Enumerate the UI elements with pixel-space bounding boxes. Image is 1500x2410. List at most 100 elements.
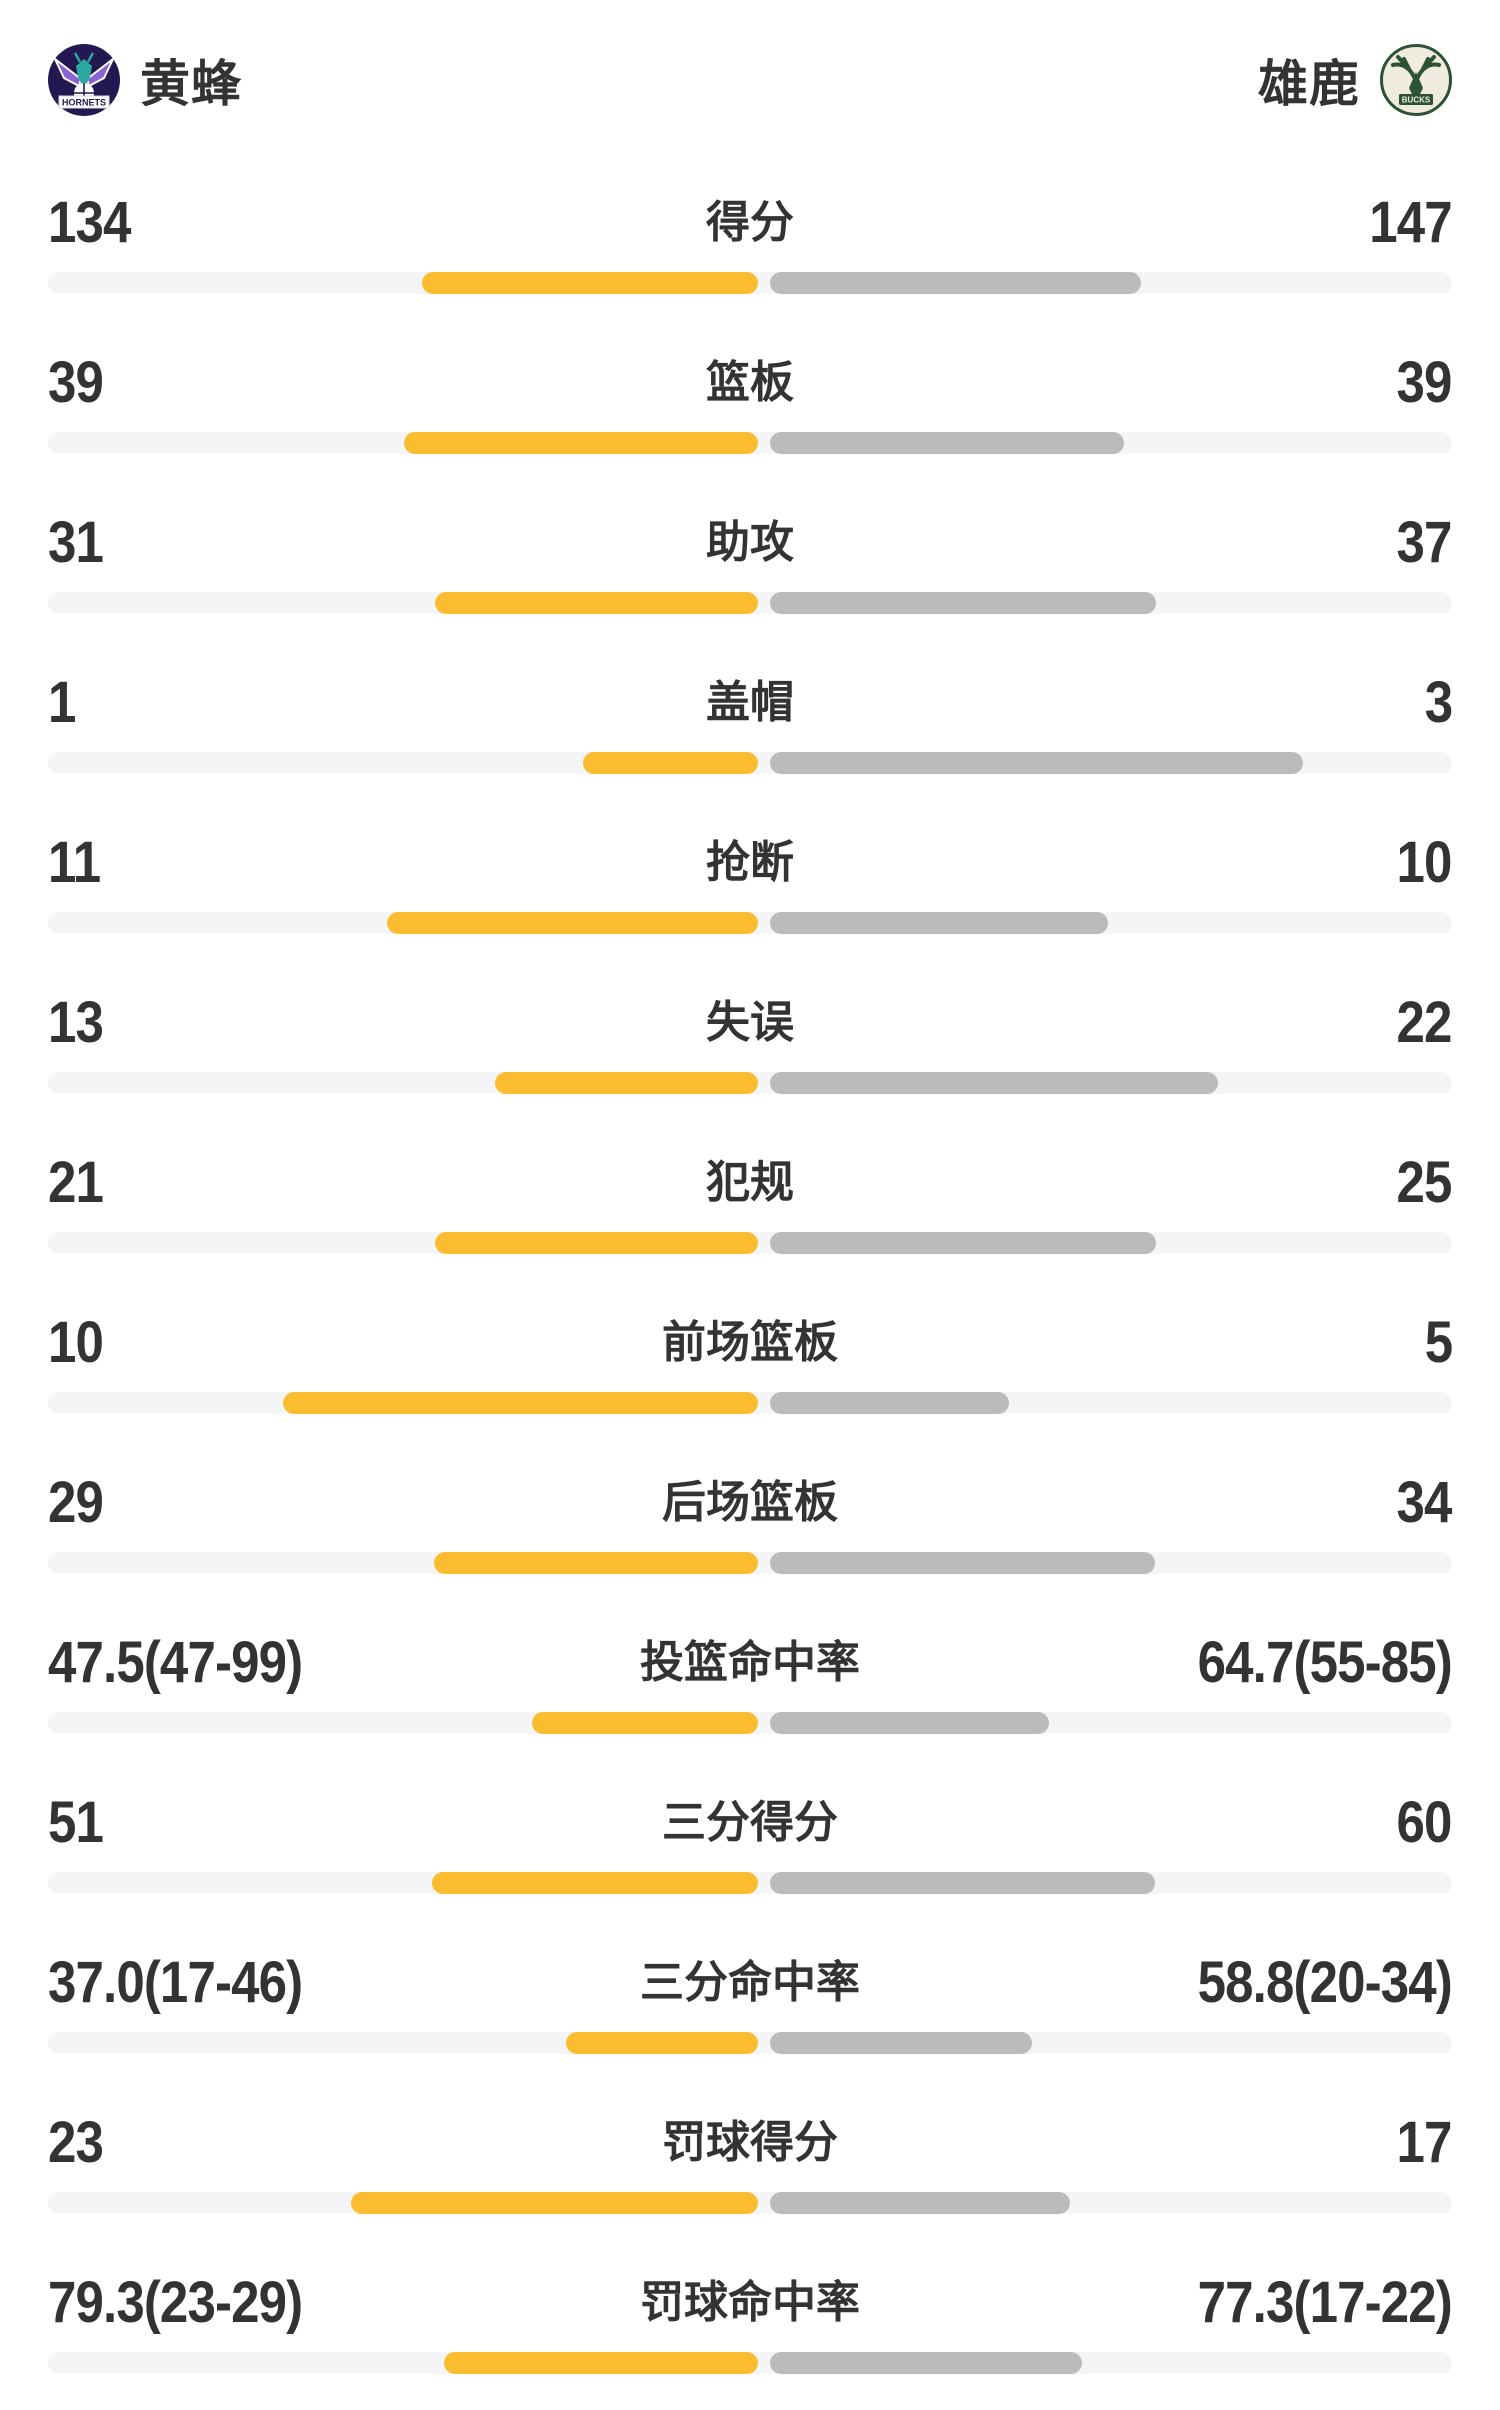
stat-bar-track	[48, 1072, 1452, 1094]
home-bar	[422, 272, 759, 294]
stat-label: 罚球命中率	[640, 2278, 860, 2327]
stat-row: 79.3(23-29) 罚球命中率 77.3(17-22)	[48, 2250, 1453, 2410]
away-value: 25	[1396, 1150, 1453, 1215]
home-value: 31	[48, 510, 104, 575]
away-bar	[769, 1392, 1009, 1414]
away-bar	[769, 1072, 1218, 1094]
stat-label: 后场篮板	[662, 1478, 838, 1527]
away-bar	[769, 432, 1124, 454]
away-value: 60	[1396, 1790, 1453, 1855]
stat-row: 11 抢断 10	[48, 810, 1453, 970]
stat-bar-track	[48, 432, 1452, 454]
stat-label: 前场篮板	[662, 1318, 838, 1367]
away-bar	[769, 752, 1304, 774]
away-bar	[769, 1872, 1155, 1894]
team-away: 雄鹿 BUCKS	[1258, 44, 1452, 116]
home-bar	[582, 752, 759, 774]
stat-values: 51 三分得分 60	[48, 1790, 1453, 1855]
stat-row: 31 助攻 37	[48, 490, 1453, 650]
stat-row: 134 得分 147	[48, 170, 1453, 330]
stat-bar-track	[48, 2352, 1452, 2374]
home-bar	[432, 1872, 759, 1894]
stat-row: 39 篮板 39	[48, 330, 1453, 490]
bucks-logo: BUCKS	[1380, 44, 1452, 116]
stat-bar-track	[48, 1712, 1452, 1734]
home-bar	[435, 592, 759, 614]
stat-values: 47.5(47-99) 投篮命中率 64.7(55-85)	[48, 1630, 1453, 1695]
home-value: 23	[48, 2110, 104, 2175]
home-bar	[283, 1392, 759, 1414]
stat-values: 29 后场篮板 34	[48, 1470, 1453, 1535]
away-bar	[769, 912, 1109, 934]
away-bar	[769, 1712, 1050, 1734]
stat-row: 51 三分得分 60	[48, 1770, 1453, 1930]
away-value: 77.3(17-22)	[1197, 2270, 1453, 2335]
home-bar	[443, 2352, 759, 2374]
stat-bar-track	[48, 592, 1452, 614]
away-value: 3	[1424, 670, 1452, 735]
home-value: 11	[48, 830, 101, 895]
stat-row: 13 失误 22	[48, 970, 1453, 1130]
hornets-logo-label: HORNETS	[62, 98, 106, 108]
stat-values: 134 得分 147	[48, 190, 1453, 255]
bucks-logo-label: BUCKS	[1402, 96, 1431, 105]
stat-values: 23 罚球得分 17	[48, 2110, 1453, 2175]
home-bar	[350, 2192, 759, 2214]
home-value: 1	[48, 670, 76, 735]
home-bar	[435, 1232, 759, 1254]
stat-bar-track	[48, 912, 1452, 934]
stat-label: 投篮命中率	[640, 1638, 860, 1687]
away-bar	[769, 2032, 1033, 2054]
home-value: 79.3(23-29)	[48, 2270, 303, 2335]
stat-row: 23 罚球得分 17	[48, 2090, 1453, 2250]
team-home: HORNETS 黄蜂	[48, 44, 242, 116]
stats-list: 134 得分 147 39 篮板 39 31 助攻 37 1 盖帽 3 11 抢断 10 13 失误 22 21 犯规…	[48, 170, 1453, 2410]
home-value: 13	[48, 990, 104, 1055]
stat-bar-track	[48, 1552, 1452, 1574]
stat-row: 1 盖帽 3	[48, 650, 1453, 810]
home-value: 134	[48, 190, 131, 255]
header: HORNETS 黄蜂 雄鹿 BUCKS	[48, 0, 1452, 116]
stat-label: 助攻	[706, 518, 794, 567]
home-value: 39	[48, 350, 104, 415]
stat-label: 犯规	[706, 1158, 794, 1207]
stat-values: 31 助攻 37	[48, 510, 1453, 575]
away-value: 37	[1396, 510, 1453, 575]
away-team-name: 雄鹿	[1258, 56, 1360, 112]
home-value: 21	[48, 1150, 104, 1215]
stat-values: 21 犯规 25	[48, 1150, 1453, 1215]
stat-label: 三分得分	[662, 1798, 838, 1847]
stat-bar-track	[48, 1872, 1452, 1894]
home-bar	[433, 1552, 759, 1574]
stat-bar-track	[48, 1392, 1452, 1414]
stat-bar-track	[48, 1232, 1452, 1254]
home-value: 29	[48, 1470, 104, 1535]
home-bar	[565, 2032, 759, 2054]
home-value: 10	[48, 1310, 104, 1375]
away-bar	[769, 1552, 1155, 1574]
home-bar	[387, 912, 759, 934]
home-value: 51	[48, 1790, 104, 1855]
stat-row: 21 犯规 25	[48, 1130, 1453, 1290]
home-bar	[404, 432, 759, 454]
away-value: 39	[1396, 350, 1453, 415]
stat-values: 1 盖帽 3	[48, 670, 1453, 735]
home-value: 47.5(47-99)	[48, 1630, 303, 1695]
stat-values: 37.0(17-46) 三分命中率 58.8(20-34)	[48, 1950, 1453, 2015]
stat-values: 79.3(23-29) 罚球命中率 77.3(17-22)	[48, 2270, 1453, 2335]
away-value: 5	[1424, 1310, 1452, 1375]
home-bar	[531, 1712, 759, 1734]
stat-bar-track	[48, 272, 1452, 294]
away-bar	[769, 1232, 1157, 1254]
home-bar	[495, 1072, 759, 1094]
away-value: 34	[1396, 1470, 1453, 1535]
away-value: 10	[1396, 830, 1453, 895]
stat-row: 29 后场篮板 34	[48, 1450, 1453, 1610]
stat-values: 11 抢断 10	[48, 830, 1453, 895]
stat-values: 39 篮板 39	[48, 350, 1453, 415]
stat-label: 三分命中率	[640, 1958, 860, 2007]
away-bar	[769, 2352, 1082, 2374]
away-bar	[769, 2192, 1071, 2214]
stat-bar-track	[48, 2192, 1452, 2214]
away-value: 58.8(20-34)	[1197, 1950, 1453, 2015]
